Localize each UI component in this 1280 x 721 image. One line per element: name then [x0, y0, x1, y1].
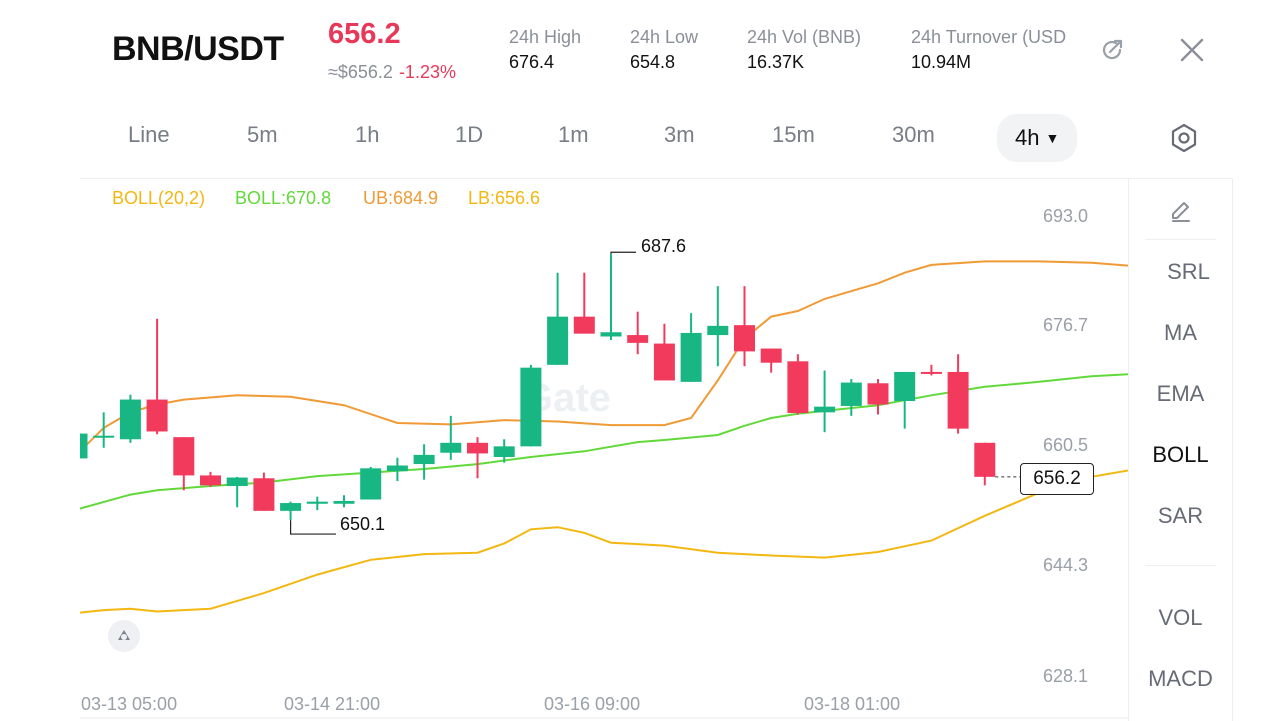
divider — [1145, 565, 1216, 566]
timeframe-1d[interactable]: 1D — [455, 122, 484, 147]
pencil-icon[interactable] — [1129, 197, 1232, 231]
change-percent: -1.23% — [398, 62, 456, 82]
indicator-ma[interactable]: MA — [1164, 320, 1197, 345]
caret-down-icon: ▼ — [1045, 130, 1060, 146]
timeframe-4h-label: 4h — [1015, 125, 1040, 150]
legend-boll-mid: BOLL:670.8 — [235, 188, 332, 208]
timeframe-line[interactable]: Line — [128, 122, 170, 147]
stat-24h-high: 24h High 676.4 — [509, 27, 581, 73]
stat-label: 24h Vol (BNB) — [747, 27, 862, 47]
timeframe-bar: Line 5m 1h 1D 1m 3m 15m 30m 4h ▼ — [0, 110, 1280, 166]
stat-24h-low: 24h Low 654.8 — [630, 27, 698, 73]
indicator-srl[interactable]: SRL — [1167, 259, 1210, 284]
indicator-sidebar: SRL MA EMA BOLL SAR VOL MACD — [1128, 178, 1233, 721]
timeframe-30m[interactable]: 30m — [892, 122, 935, 147]
last-price: 656.2 — [328, 18, 401, 50]
indicator-macd[interactable]: MACD — [1148, 666, 1213, 691]
close-icon[interactable] — [1176, 34, 1208, 66]
ticker-header: BNB/USDT 656.2 ≈$656.2 -1.23% 24h High 67… — [0, 0, 1280, 100]
legend-boll-params: BOLL(20,2) — [112, 188, 206, 208]
y-tick-label: 660.5 — [1043, 435, 1089, 455]
pair-title: BNB/USDT — [112, 30, 284, 68]
gate-watermark: Gate — [522, 376, 611, 420]
y-tick-label: 628.1 — [1043, 666, 1089, 686]
stat-24h-turnover: 24h Turnover (USD 10.94M — [911, 27, 1089, 73]
y-tick-label: 676.7 — [1043, 315, 1089, 335]
stat-24h-volume: 24h Vol (BNB) 16.37K — [747, 27, 861, 73]
high-price-marker: 687.6 — [641, 236, 687, 256]
timeframe-15m[interactable]: 15m — [772, 122, 815, 147]
stat-value: 10.94M — [911, 52, 972, 72]
low-price-marker: 650.1 — [340, 514, 386, 534]
divider — [1145, 239, 1216, 240]
settings-hex-icon[interactable] — [1166, 120, 1202, 156]
stat-label: 24h Low — [630, 27, 699, 47]
indicator-boll[interactable]: BOLL — [1152, 442, 1209, 467]
usd-price: ≈$656.2 — [328, 62, 393, 82]
x-tick-label: 03-18 01:00 — [804, 694, 901, 714]
x-tick-label: 03-14 21:00 — [284, 694, 381, 714]
legend-boll-lb: LB:656.6 — [468, 188, 541, 208]
gate-logo-icon[interactable] — [108, 620, 140, 652]
x-tick-label: 03-13 05:00 — [81, 694, 178, 714]
y-tick-label: 693.0 — [1043, 206, 1089, 226]
indicator-vol[interactable]: VOL — [1158, 605, 1203, 630]
current-price-tag: 656.2 — [1020, 463, 1094, 495]
timeframe-3m[interactable]: 3m — [664, 122, 695, 147]
usd-price-line: ≈$656.2 -1.23% — [328, 62, 456, 83]
stat-value: 16.37K — [747, 52, 805, 72]
timeframe-1m[interactable]: 1m — [558, 122, 589, 147]
stat-value: 654.8 — [630, 52, 676, 72]
timeframe-4h-dropdown[interactable]: 4h ▼ — [997, 114, 1078, 162]
share-icon[interactable] — [1096, 34, 1128, 66]
indicator-ema[interactable]: EMA — [1156, 381, 1205, 406]
x-tick-label: 03-16 09:00 — [544, 694, 641, 714]
stat-label: 24h Turnover (USD — [911, 27, 1067, 47]
stat-label: 24h High — [509, 27, 582, 47]
indicator-sar[interactable]: SAR — [1157, 503, 1204, 528]
timeframe-1h[interactable]: 1h — [355, 122, 380, 147]
stat-value: 676.4 — [509, 52, 555, 72]
legend-boll-ub: UB:684.9 — [363, 188, 439, 208]
timeframe-5m[interactable]: 5m — [247, 122, 278, 147]
chart-panel[interactable] — [80, 178, 1128, 721]
y-tick-label: 644.3 — [1043, 555, 1089, 575]
